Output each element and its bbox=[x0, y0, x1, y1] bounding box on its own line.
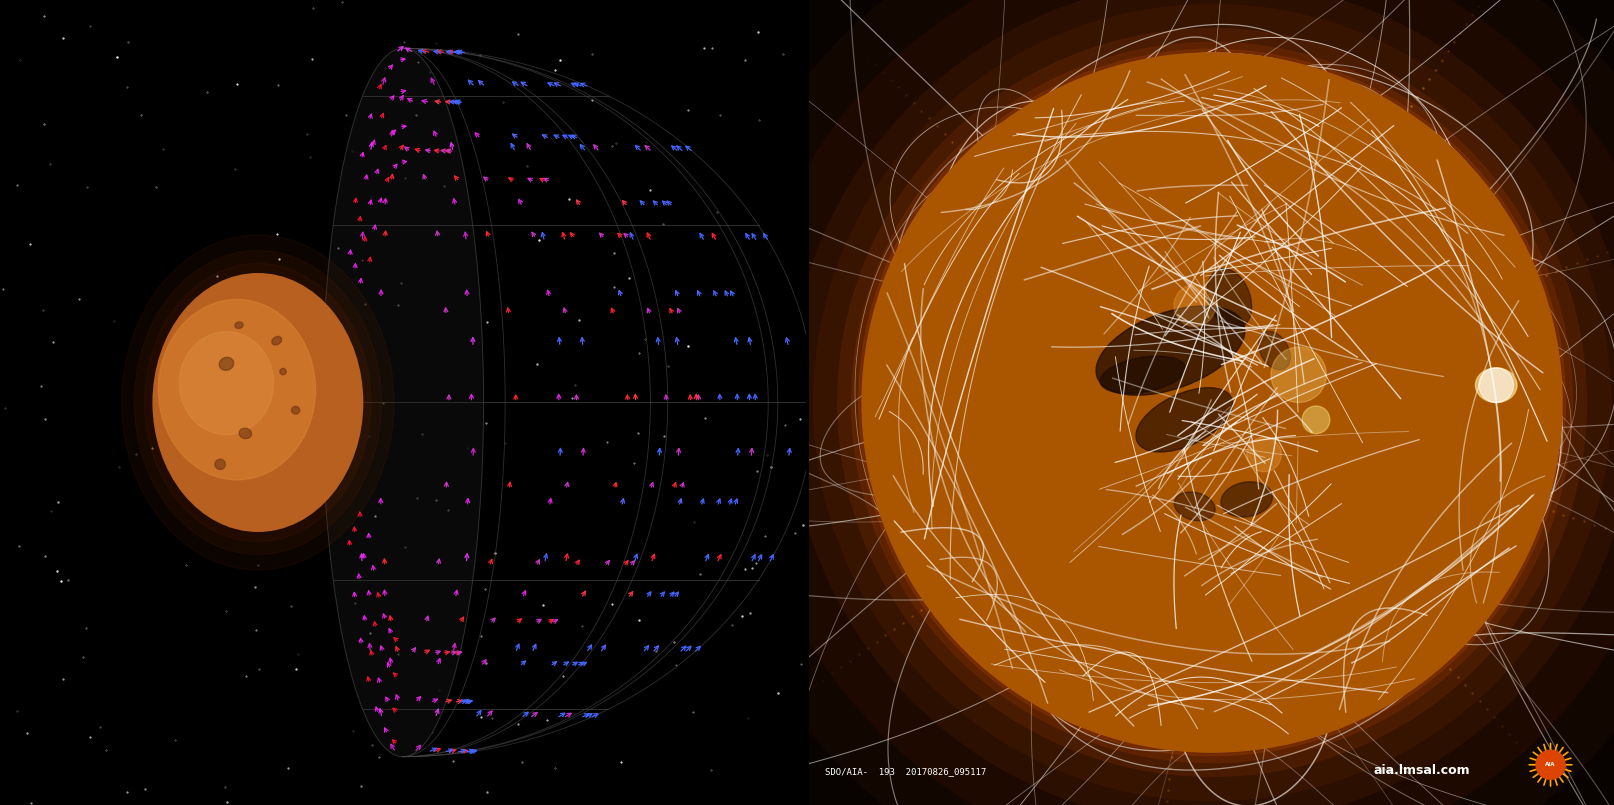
Ellipse shape bbox=[1096, 306, 1244, 395]
Ellipse shape bbox=[215, 459, 226, 469]
Circle shape bbox=[1173, 285, 1215, 326]
Circle shape bbox=[1478, 368, 1512, 402]
Ellipse shape bbox=[1096, 306, 1244, 395]
Circle shape bbox=[1246, 437, 1280, 472]
Circle shape bbox=[1301, 406, 1328, 434]
Circle shape bbox=[813, 5, 1609, 800]
Ellipse shape bbox=[121, 235, 394, 570]
Ellipse shape bbox=[145, 263, 371, 542]
Ellipse shape bbox=[1135, 388, 1231, 452]
Ellipse shape bbox=[1135, 388, 1231, 452]
Ellipse shape bbox=[158, 299, 315, 480]
Circle shape bbox=[859, 49, 1564, 756]
Circle shape bbox=[789, 0, 1614, 805]
Circle shape bbox=[692, 0, 1614, 805]
Circle shape bbox=[838, 29, 1585, 776]
Circle shape bbox=[1246, 437, 1280, 472]
Ellipse shape bbox=[220, 357, 234, 370]
Ellipse shape bbox=[1173, 492, 1214, 521]
Circle shape bbox=[1038, 178, 1454, 592]
Ellipse shape bbox=[1099, 356, 1185, 394]
Ellipse shape bbox=[1173, 492, 1214, 521]
Ellipse shape bbox=[279, 369, 286, 375]
Ellipse shape bbox=[1220, 481, 1272, 517]
Ellipse shape bbox=[1206, 269, 1251, 328]
Ellipse shape bbox=[1257, 332, 1290, 369]
Ellipse shape bbox=[134, 250, 381, 555]
Ellipse shape bbox=[271, 336, 281, 345]
Circle shape bbox=[1173, 285, 1215, 326]
Circle shape bbox=[899, 67, 1558, 724]
Polygon shape bbox=[323, 48, 483, 757]
Ellipse shape bbox=[234, 322, 244, 328]
Ellipse shape bbox=[179, 332, 273, 435]
Circle shape bbox=[865, 56, 1558, 749]
Circle shape bbox=[851, 43, 1572, 762]
Ellipse shape bbox=[1206, 269, 1251, 328]
Ellipse shape bbox=[1257, 332, 1290, 369]
Circle shape bbox=[623, 0, 1614, 805]
Circle shape bbox=[1301, 406, 1328, 434]
Ellipse shape bbox=[291, 407, 300, 414]
Circle shape bbox=[1270, 347, 1325, 402]
Circle shape bbox=[1101, 257, 1377, 534]
Ellipse shape bbox=[239, 428, 252, 439]
Text: SDO/AIA-  193  20170826_095117: SDO/AIA- 193 20170826_095117 bbox=[825, 767, 986, 776]
Text: AIA: AIA bbox=[1545, 762, 1554, 767]
Text: aia.lmsal.com: aia.lmsal.com bbox=[1372, 765, 1469, 778]
Ellipse shape bbox=[1475, 368, 1516, 402]
Circle shape bbox=[1478, 368, 1512, 402]
Ellipse shape bbox=[1475, 368, 1516, 402]
Polygon shape bbox=[402, 402, 483, 757]
Circle shape bbox=[744, 0, 1614, 805]
Ellipse shape bbox=[153, 274, 363, 531]
Circle shape bbox=[1270, 347, 1325, 402]
Circle shape bbox=[952, 109, 1506, 663]
Ellipse shape bbox=[1220, 481, 1272, 517]
Ellipse shape bbox=[1099, 356, 1185, 394]
Circle shape bbox=[1535, 750, 1564, 779]
Circle shape bbox=[862, 53, 1561, 752]
